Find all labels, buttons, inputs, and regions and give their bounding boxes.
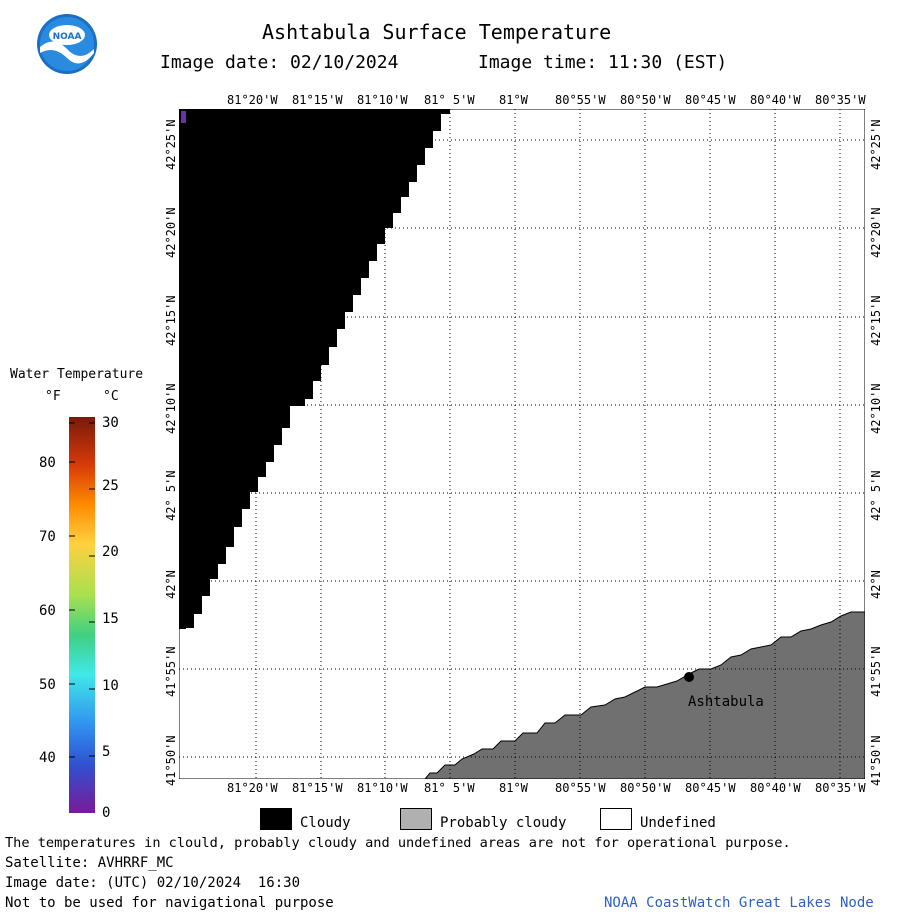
lon-label-bottom: 81°10'W	[357, 781, 408, 795]
noaa-logo-text: NOAA	[53, 32, 82, 42]
lat-label-right: 41°50'N	[869, 735, 883, 786]
map-panel: Ashtabula	[179, 109, 865, 779]
legend-swatch-undefined	[600, 808, 632, 830]
colorbar-c-tick: 10	[102, 678, 119, 694]
page-title: Ashtabula Surface Temperature	[262, 20, 612, 44]
lat-label-left: 42°N	[164, 570, 178, 599]
lon-label-top: 81°W	[499, 93, 528, 107]
land-pixels	[181, 111, 186, 123]
colorbar-f-tick: 80	[39, 455, 56, 471]
lat-label-left: 42°20'N	[164, 207, 178, 258]
colorbar-f-tick: 60	[39, 603, 56, 619]
utc-date-text: Image date: (UTC) 02/10/2024 16:30	[5, 875, 301, 891]
lat-label-right: 42°20'N	[869, 207, 883, 258]
land-area	[424, 611, 865, 779]
lon-label-bottom: 81°W	[499, 781, 528, 795]
lon-label-top: 80°50'W	[620, 93, 671, 107]
legend-label-cloudy: Cloudy	[300, 815, 351, 831]
lon-label-top: 80°40'W	[750, 93, 801, 107]
lon-label-bottom: 80°45'W	[685, 781, 736, 795]
lat-label-right: 41°55'N	[869, 646, 883, 697]
lon-label-top: 81°15'W	[292, 93, 343, 107]
lat-label-right: 42°15'N	[869, 295, 883, 346]
colorbar-c-tick: 15	[102, 611, 119, 627]
lon-label-top: 80°55'W	[555, 93, 606, 107]
lon-label-top: 80°45'W	[685, 93, 736, 107]
lon-label-bottom: 81° 5'W	[424, 781, 475, 795]
legend-label-undefined: Undefined	[640, 815, 716, 831]
lon-label-top: 81°10'W	[357, 93, 408, 107]
legend-swatch-cloudy	[260, 808, 292, 830]
lon-label-bottom: 80°40'W	[750, 781, 801, 795]
legend-swatch-probably-cloudy	[400, 808, 432, 830]
lon-label-bottom: 80°35'W	[815, 781, 866, 795]
lon-label-bottom: 81°20'W	[227, 781, 278, 795]
ashtabula-label: Ashtabula	[688, 694, 764, 710]
lat-label-right: 42° 5'N	[869, 470, 883, 521]
lon-label-bottom: 80°55'W	[555, 781, 606, 795]
colorbar-unit-f: °F	[45, 389, 61, 404]
lon-label-top: 81° 5'W	[424, 93, 475, 107]
nav-warning-text: Not to be used for navigational purpose	[5, 895, 334, 911]
colorbar-unit-c: °C	[103, 389, 119, 404]
lat-label-right: 42°N	[869, 570, 883, 599]
cloud-area	[179, 109, 450, 629]
image-time: Image time: 11:30 (EST)	[478, 52, 728, 73]
lat-label-left: 41°55'N	[164, 646, 178, 697]
lat-label-left: 41°50'N	[164, 735, 178, 786]
disclaimer-text: The temperatures in clould, probably clo…	[5, 835, 791, 851]
colorbar-c-tick: 30	[102, 415, 119, 431]
lat-label-right: 42°25'N	[869, 119, 883, 170]
colorbar-f-tick: 40	[39, 750, 56, 766]
lon-label-bottom: 80°50'W	[620, 781, 671, 795]
colorbar-c-tick: 0	[102, 805, 111, 821]
lon-label-top: 80°35'W	[815, 93, 866, 107]
lat-label-right: 42°10'N	[869, 383, 883, 434]
colorbar-f-tick: 50	[39, 677, 56, 693]
lat-label-left: 42° 5'N	[164, 470, 178, 521]
noaa-logo: NOAA	[36, 13, 98, 75]
legend-label-probably-cloudy: Probably cloudy	[440, 815, 567, 831]
satellite-text: Satellite: AVHRRF_MC	[5, 855, 174, 871]
lat-label-left: 42°25'N	[164, 119, 178, 170]
lat-label-left: 42°15'N	[164, 295, 178, 346]
credit-text: NOAA CoastWatch Great Lakes Node	[604, 895, 874, 911]
colorbar-c-tick: 5	[102, 744, 111, 760]
ashtabula-marker	[684, 672, 694, 682]
image-date: Image date: 02/10/2024	[160, 52, 399, 73]
lon-label-top: 81°20'W	[227, 93, 278, 107]
colorbar-f-tick: 70	[39, 529, 56, 545]
lat-label-left: 42°10'N	[164, 383, 178, 434]
colorbar	[69, 417, 95, 813]
colorbar-title: Water Temperature	[10, 367, 144, 382]
colorbar-c-tick: 20	[102, 544, 119, 560]
lon-label-bottom: 81°15'W	[292, 781, 343, 795]
colorbar-c-tick: 25	[102, 478, 119, 494]
